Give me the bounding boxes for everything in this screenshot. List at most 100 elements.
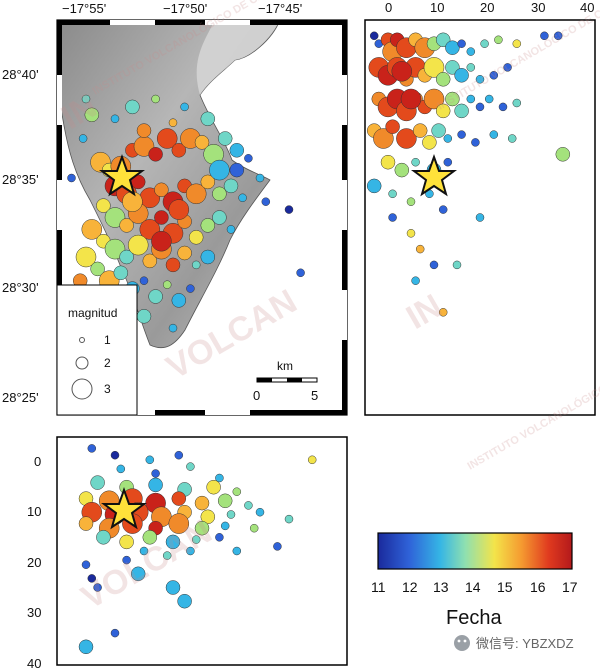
profile-right-event-45 (498, 102, 508, 112)
profile-right-event-51 (412, 123, 428, 138)
profile-bottom-event-40 (165, 534, 181, 550)
map-epicenter-17 (255, 173, 265, 183)
legend-label-3: 3 (104, 382, 111, 396)
map-epicenter-71 (110, 114, 120, 124)
profile-bottom-event-1 (110, 450, 120, 460)
profile-bottom-event-27 (200, 509, 216, 525)
map-epicenter-79 (229, 162, 245, 178)
map-epicenter-15 (229, 143, 245, 158)
map-epicenter-12 (194, 135, 210, 150)
colorbar-tick-14: 14 (465, 579, 481, 595)
lat-tick-2: 28°35' (2, 172, 39, 187)
profile-bottom-event-45 (162, 551, 172, 560)
profile-bottom-tick-10: 10 (27, 504, 41, 519)
map-epicenter-83 (168, 199, 190, 220)
map-epicenter-50 (177, 245, 192, 261)
profile-bottom-frame (56, 436, 348, 666)
profile-bottom-event-37 (96, 530, 111, 545)
wechat-id: 微信号: YBZXDZ (476, 636, 574, 651)
profile-right-event-67 (406, 197, 416, 206)
map-epicenter-26 (200, 174, 216, 190)
map-epicenter-22 (154, 182, 169, 198)
profile-bottom-event-30 (78, 516, 94, 531)
profile-bottom-event-51 (93, 583, 102, 592)
map-epicenter-76 (168, 118, 178, 127)
legend-circle-1 (79, 337, 85, 343)
profile-bottom-event-0 (87, 444, 97, 453)
profile-right-event-31 (503, 63, 512, 72)
profile-bottom-star (101, 487, 147, 530)
map-epicenter-41 (226, 225, 236, 234)
profile-right-event-28 (466, 63, 476, 72)
profile-bottom-event-34 (168, 513, 190, 534)
profile-right-event-15 (512, 39, 522, 48)
profile-right-event-75 (388, 213, 397, 222)
lat-tick-1: 28°40' (2, 67, 39, 82)
map-epicenter-46 (127, 234, 149, 256)
map-epicenter-72 (125, 99, 140, 115)
map-epicenter-32 (119, 218, 134, 233)
profile-bottom-event-58 (249, 523, 259, 533)
map-epicenter-74 (180, 102, 189, 112)
colorbar-bar (377, 532, 573, 570)
colorbar-tick-16: 16 (530, 579, 546, 595)
wechat-footer: 微信号: YBZXDZ (454, 635, 574, 651)
profile-right-event-53 (431, 123, 446, 138)
profile-bottom-event-21 (244, 501, 253, 510)
profile-right-event-16 (540, 31, 549, 41)
map-epicenter-40 (212, 210, 227, 225)
map-epicenter-51 (191, 260, 201, 270)
map-epicenter-14 (217, 131, 233, 146)
lat-tick-4: 28°25' (2, 390, 39, 405)
lon-tick-3: −17°45' (258, 1, 302, 16)
profile-right-event-42 (466, 94, 476, 104)
map-epicenter-9 (156, 128, 178, 149)
profile-right-event-56 (471, 138, 480, 147)
lon-tick-1: −17°55' (62, 1, 106, 16)
depth-profile-bottom: 0 10 20 30 40 (27, 436, 348, 670)
profile-bottom-event-38 (119, 534, 134, 550)
profile-bottom-event-6 (151, 469, 160, 478)
profile-bottom-event-18 (171, 491, 187, 506)
map-epicenter-42 (81, 219, 103, 240)
profile-bottom-event-2 (145, 455, 155, 465)
main-event-star (99, 154, 145, 197)
map-epicenter-66 (168, 323, 178, 333)
map-epicenter-68 (261, 197, 271, 206)
profile-right-event-74 (452, 260, 462, 270)
profile-bottom-event-10 (148, 477, 163, 493)
profile-bottom-event-57 (284, 514, 294, 524)
map-epicenter-47 (142, 253, 158, 269)
profile-bottom-event-13 (232, 487, 242, 496)
profile-right-event-55 (457, 130, 466, 139)
map-epicenter-61 (171, 293, 187, 308)
profile-bottom-event-55 (110, 628, 120, 638)
map-epicenter-82 (151, 230, 172, 252)
magnitude-legend: magnitud 1 2 3 (56, 284, 138, 416)
profile-right-event-48 (373, 128, 394, 149)
profile-right-event-62 (411, 157, 420, 167)
profile-right-event-50 (396, 128, 417, 149)
profile-bottom-event-41 (191, 535, 201, 544)
profile-right-event-30 (489, 71, 499, 80)
map-epicenter-30 (96, 198, 111, 213)
profile-bottom-event-8 (90, 475, 105, 490)
profile-right-event-25 (435, 72, 451, 87)
map-epicenter-28 (223, 178, 239, 194)
map-epicenter-0 (81, 94, 91, 104)
colorbar: 11 12 13 14 15 16 17 Fecha (371, 532, 578, 629)
profile-right-event-27 (454, 68, 469, 83)
map-epicenter-53 (75, 246, 97, 268)
map-epicenter-45 (119, 249, 134, 265)
profile-right-event-76 (475, 213, 485, 222)
profile-right-event-46 (512, 98, 522, 108)
scale-bar: km 0 5 (253, 359, 318, 403)
profile-bottom-event-28 (226, 510, 236, 519)
profile-bottom-event-59 (232, 546, 242, 556)
profile-bottom-tick-30: 30 (27, 605, 41, 620)
scale-unit: km (277, 359, 293, 373)
map-epicenter-49 (165, 257, 181, 273)
map-epicenter-2 (78, 134, 88, 143)
map-epicenter-67 (67, 173, 76, 183)
profile-bottom-event-35 (194, 520, 210, 536)
